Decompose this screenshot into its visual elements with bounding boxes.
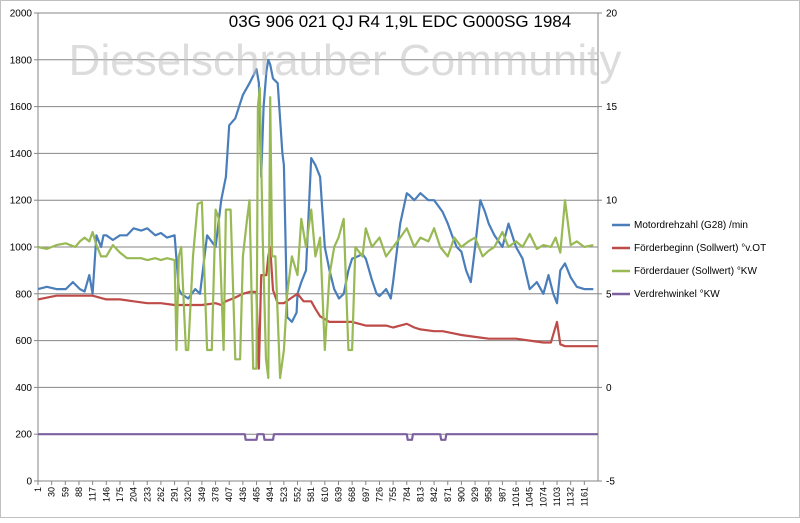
x-axis-tick-label: 1045 — [525, 487, 535, 507]
x-axis-tick-label: 639 — [333, 487, 343, 502]
x-axis-tick-label: 987 — [497, 487, 507, 502]
x-axis-tick-label: 610 — [320, 487, 330, 502]
left-axis-tick-label: 800 — [15, 289, 32, 300]
left-axis-tick-label: 1000 — [10, 243, 33, 254]
series-line-1 — [37, 58, 594, 323]
x-axis-tick-label: 1016 — [511, 487, 521, 507]
x-axis-tick-label: 320 — [183, 487, 193, 502]
right-axis-tick-label: 0 — [606, 383, 612, 394]
x-axis-tick-label: 581 — [306, 487, 316, 502]
legend-label-3: Förderdauer (Sollwert) °KW — [634, 266, 757, 277]
x-axis-tick-label: 900 — [456, 487, 466, 502]
x-axis-tick-label: 59 — [60, 487, 70, 497]
x-axis-tick-label: 784 — [402, 487, 412, 502]
axes: 0200400600800100012001400160018002000-50… — [10, 9, 618, 508]
legend-label-2: Förderbeginn (Sollwert) °v.OT — [634, 243, 766, 254]
x-axis-tick-label: 668 — [347, 487, 357, 502]
x-axis-tick-label: 552 — [293, 487, 303, 502]
x-axis-tick-label: 755 — [388, 487, 398, 502]
x-axis-tick-label: 407 — [224, 487, 234, 502]
left-axis-tick-label: 1400 — [10, 149, 33, 160]
x-axis-tick-label: 813 — [415, 487, 425, 502]
x-axis-tick-label: 1132 — [566, 487, 576, 506]
x-axis-tick-label: 262 — [156, 487, 166, 502]
x-axis-tick-label: 465 — [252, 487, 262, 502]
chart-title: 03G 906 021 QJ R4 1,9L EDC G000SG 1984 — [229, 12, 571, 31]
left-axis-tick-label: 1600 — [10, 102, 33, 113]
legend-label-1: Motordrehzahl (G28) /min — [634, 220, 748, 231]
x-axis-tick-label: 929 — [470, 487, 480, 502]
right-axis-tick-label: 15 — [606, 102, 618, 113]
x-axis-tick-label: 1161 — [579, 487, 589, 506]
legend: Motordrehzahl (G28) /min Förderbeginn (So… — [612, 220, 766, 300]
left-axis-tick-label: 2000 — [10, 9, 33, 20]
x-axis-tick-label: 30 — [47, 487, 57, 497]
x-axis-tick-label: 958 — [484, 487, 494, 502]
x-axis-tick-label: 871 — [443, 487, 453, 502]
x-axis-tick-label: 233 — [142, 487, 152, 502]
x-axis-tick-label: 726 — [374, 487, 384, 502]
left-axis-tick-label: 1200 — [10, 196, 33, 207]
left-axis-tick-label: 0 — [26, 477, 32, 488]
x-axis-tick-label: 697 — [361, 487, 371, 502]
series-lines — [37, 58, 598, 441]
left-axis-tick-label: 600 — [15, 336, 32, 347]
x-axis-tick-label: 204 — [129, 487, 139, 502]
watermark-text: Dieselschrauber Community — [69, 36, 622, 85]
x-axis-tick-label: 175 — [115, 487, 125, 502]
series-line-4 — [38, 433, 598, 441]
x-axis-tick-label: 378 — [211, 487, 221, 502]
x-axis-tick-label: 1074 — [538, 487, 548, 507]
right-axis-tick-label: 20 — [606, 9, 618, 20]
left-axis-tick-label: 400 — [15, 383, 32, 394]
series-line-3 — [37, 86, 594, 380]
right-axis-tick-label: 10 — [606, 196, 618, 207]
x-axis-tick-label: 1 — [33, 487, 43, 492]
x-axis-tick-label: 523 — [279, 487, 289, 502]
x-axis-tick-label: 1103 — [552, 487, 562, 506]
right-axis-tick-label: -5 — [606, 477, 615, 488]
left-axis-tick-label: 200 — [15, 430, 32, 441]
right-axis-tick-label: 5 — [606, 289, 612, 300]
x-axis-tick-label: 436 — [238, 487, 248, 502]
legend-label-4: Verdrehwinkel °KW — [634, 289, 720, 300]
x-axis-tick-label: 291 — [170, 487, 180, 502]
left-axis-tick-label: 1800 — [10, 55, 33, 66]
x-axis-tick-label: 349 — [197, 487, 207, 502]
x-axis-tick-label: 146 — [101, 487, 111, 502]
x-axis-tick-label: 494 — [265, 487, 275, 502]
x-axis-tick-label: 88 — [74, 487, 84, 497]
x-axis-tick-label: 117 — [88, 487, 98, 501]
x-axis-tick-label: 842 — [429, 487, 439, 502]
